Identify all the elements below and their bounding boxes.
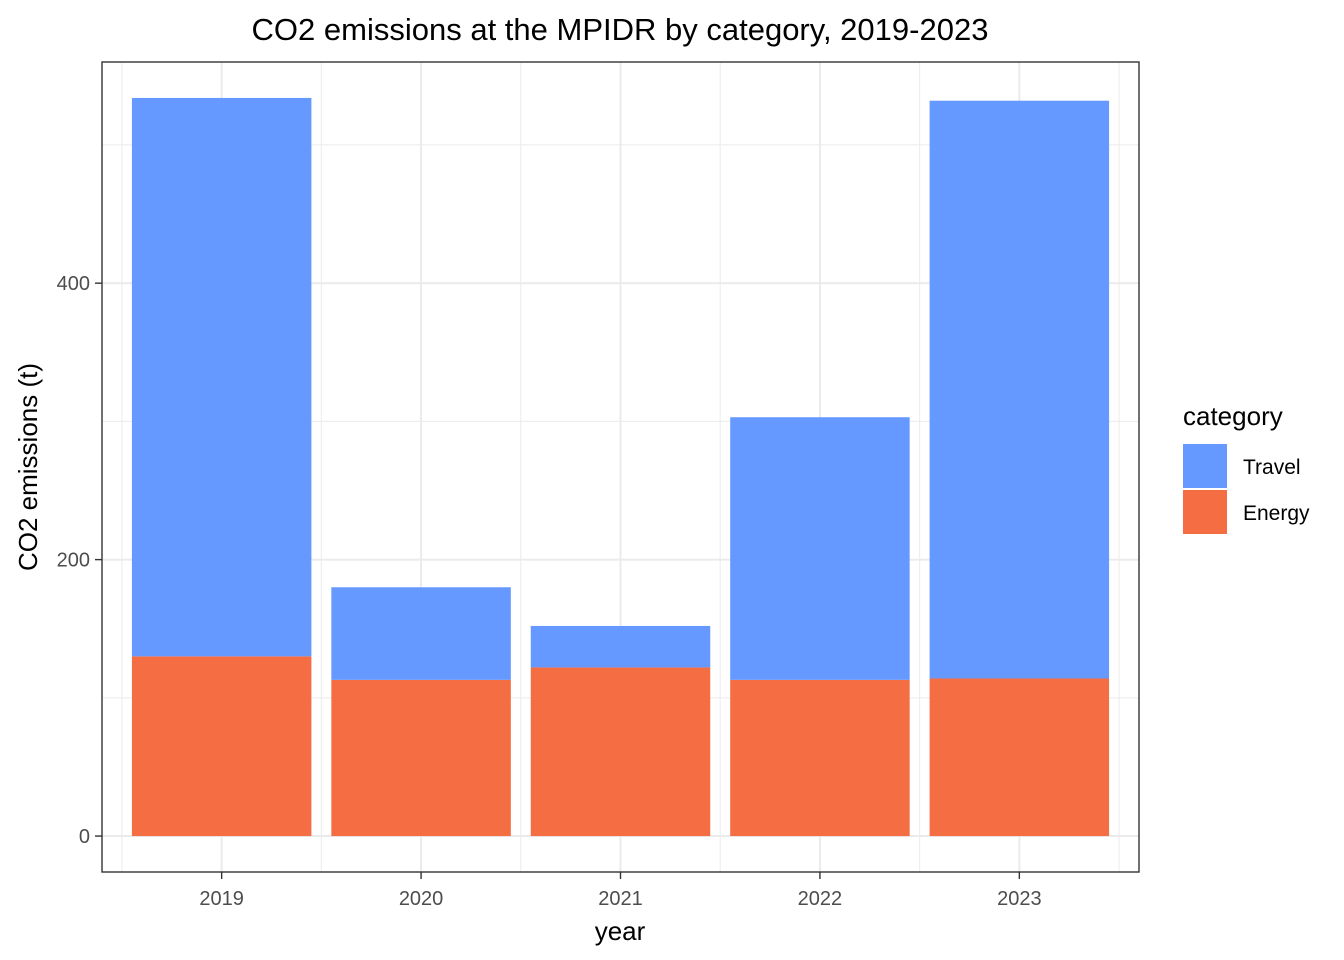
x-axis-title: year [595,916,646,946]
bar-travel-2023 [929,100,1110,679]
bar-travel-2021 [530,625,711,668]
bar-travel-2022 [730,417,910,680]
x-tick-label: 2023 [997,888,1042,910]
x-tick-label: 2020 [399,888,444,910]
x-tick-label: 2022 [798,888,843,910]
legend: category Travel Energy [1183,401,1310,534]
bar-travel-2020 [331,587,511,680]
legend-key-travel [1183,444,1227,488]
bar-energy-2019 [131,656,312,837]
chart-title: CO2 emissions at the MPIDR by category, … [252,12,989,47]
y-axis-title: CO2 emissions (t) [13,363,43,571]
y-tick-label: 400 [57,273,90,295]
bar-energy-2020 [331,679,511,837]
legend-key-energy [1183,490,1227,534]
y-tick-label: 0 [79,826,90,848]
bar-energy-2023 [929,678,1110,837]
y-tick-label: 200 [57,550,90,572]
x-tick-label: 2019 [199,888,244,910]
legend-title: category [1183,401,1283,431]
x-tick-label: 2021 [598,888,643,910]
bar-energy-2021 [530,667,711,837]
bar-energy-2022 [730,679,910,837]
legend-label-energy: Energy [1243,502,1310,525]
x-axis: 2019 2020 2021 2022 2023 [199,872,1042,910]
legend-label-travel: Travel [1243,456,1301,479]
bars [131,97,1110,837]
y-axis: 0 200 400 [57,273,102,848]
bar-travel-2019 [131,97,312,657]
